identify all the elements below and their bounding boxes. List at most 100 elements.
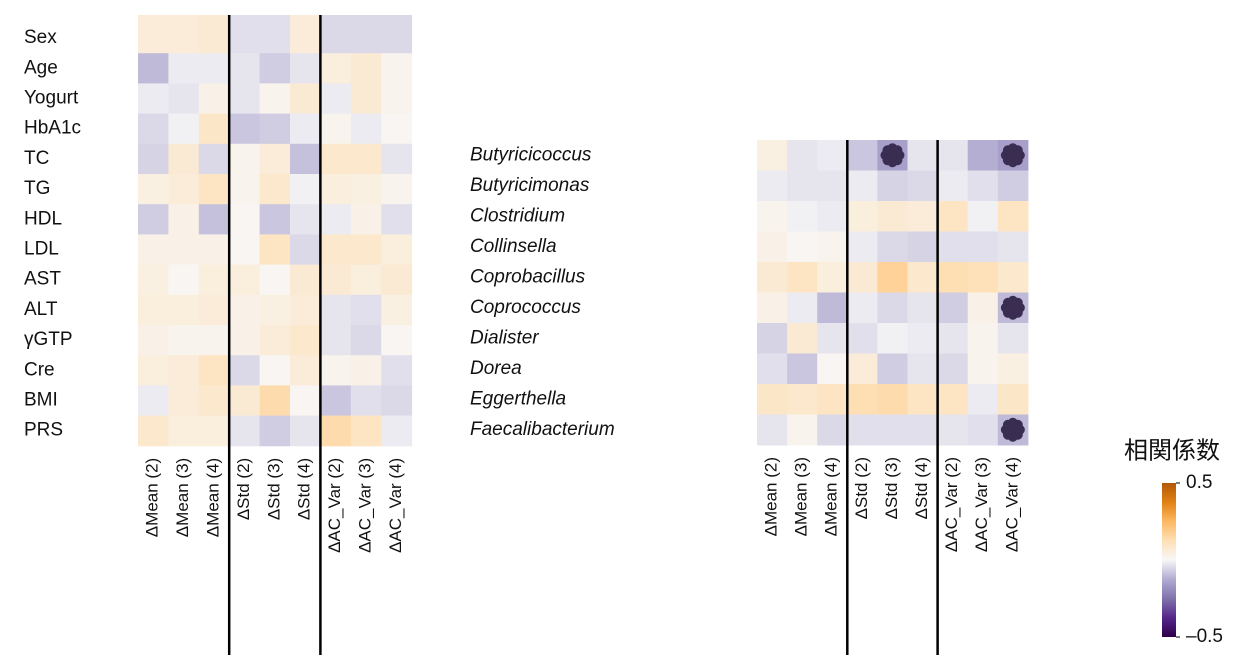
column-label: ΔAC_Var (2) xyxy=(325,458,344,553)
heatmap-cell xyxy=(259,234,291,266)
row-label: PRS xyxy=(24,420,63,441)
heatmap-cell xyxy=(259,385,291,417)
heatmap-cell xyxy=(997,201,1029,232)
heatmap-cell xyxy=(817,414,848,446)
heatmap-cell xyxy=(320,264,352,296)
column-label: ΔMean (3) xyxy=(173,458,192,537)
heatmap-cell xyxy=(967,262,999,293)
heatmap-cell xyxy=(138,15,169,54)
heatmap-cell xyxy=(381,15,413,54)
heatmap-cell xyxy=(198,113,230,145)
heatmap-cell xyxy=(937,292,969,324)
heatmap-cell xyxy=(229,204,261,235)
heatmap-cell xyxy=(320,53,352,84)
row-label: Clostridium xyxy=(470,205,565,226)
row-label: Butyricicoccus xyxy=(470,144,592,165)
heatmap-cell xyxy=(229,143,261,175)
heatmap-cell xyxy=(817,170,848,202)
heatmap-cell xyxy=(320,234,352,266)
heatmap-cell xyxy=(847,353,878,385)
row-label: Eggerthella xyxy=(470,388,566,409)
heatmap-cell xyxy=(967,384,999,415)
heatmap-cell xyxy=(198,234,230,266)
heatmap-cell xyxy=(907,353,939,385)
column-label: ΔStd (3) xyxy=(264,458,283,520)
heatmap-cell xyxy=(350,355,382,386)
heatmap-cell xyxy=(138,143,169,175)
row-label: LDL xyxy=(24,239,59,260)
heatmap-cell xyxy=(320,15,352,54)
heatmap-cell xyxy=(229,385,261,417)
heatmap-cell xyxy=(290,294,321,326)
heatmap-cell xyxy=(757,140,788,171)
row-label: Coprococcus xyxy=(470,297,581,318)
heatmap-cell xyxy=(937,140,969,171)
heatmap-cell xyxy=(787,170,818,202)
heatmap-cell xyxy=(320,143,352,175)
colorbar-tick-label: 0.5 xyxy=(1186,472,1212,493)
heatmap-cell xyxy=(381,355,413,386)
heatmap-cell xyxy=(320,355,352,386)
heatmap-cell xyxy=(229,174,261,205)
row-label: HDL xyxy=(24,208,62,229)
heatmap-cell xyxy=(290,234,321,266)
heatmap-cell xyxy=(817,353,848,385)
heatmap-cell xyxy=(907,201,939,232)
heatmap-cell xyxy=(138,53,169,84)
row-label: Faecalibacterium xyxy=(470,419,615,440)
column-label: ΔAC_Var (2) xyxy=(942,457,961,552)
heatmap-cell xyxy=(198,385,230,417)
heatmap-cell xyxy=(967,231,999,263)
heatmap-cell xyxy=(787,262,818,293)
column-label: ΔAC_Var (3) xyxy=(355,458,374,553)
column-label: ΔMean (4) xyxy=(822,457,841,536)
heatmap-cell xyxy=(320,174,352,205)
heatmap-cell xyxy=(997,323,1029,354)
heatmap-cell xyxy=(350,113,382,145)
row-label: Butyricimonas xyxy=(470,175,590,196)
heatmap-cell xyxy=(320,294,352,326)
row-label: Yogurt xyxy=(24,88,79,109)
heatmap-cell xyxy=(290,355,321,386)
column-label: ΔStd (2) xyxy=(852,457,871,519)
column-label: ΔAC_Var (4) xyxy=(386,458,405,553)
row-label: Coprobacillus xyxy=(470,266,586,287)
heatmap-cell xyxy=(907,231,939,263)
heatmap-cell xyxy=(138,325,169,356)
heatmap-cell xyxy=(168,294,200,326)
heatmap-cell xyxy=(787,201,818,232)
heatmap-cell xyxy=(937,231,969,263)
heatmap-cell xyxy=(168,143,200,175)
heatmap-cell xyxy=(259,174,291,205)
heatmap-cell xyxy=(847,384,878,415)
heatmap-cell xyxy=(381,143,413,175)
heatmap-cell xyxy=(967,414,999,446)
heatmap-cell xyxy=(168,325,200,356)
heatmap-cell xyxy=(967,353,999,385)
heatmap-cell xyxy=(259,415,291,447)
heatmap-cell xyxy=(350,143,382,175)
heatmap-cell xyxy=(907,140,939,171)
heatmap-cell xyxy=(290,415,321,447)
heatmap-cell xyxy=(198,15,230,54)
heatmap-cell xyxy=(138,264,169,296)
heatmap-cell xyxy=(967,170,999,202)
significance-marker xyxy=(1000,143,1025,168)
heatmap-cell xyxy=(259,113,291,145)
heatmap-cell xyxy=(757,384,788,415)
heatmap-cell xyxy=(847,140,878,171)
heatmap-cell xyxy=(138,113,169,145)
heatmap-cell xyxy=(259,294,291,326)
column-label: ΔMean (3) xyxy=(792,457,811,536)
heatmap-cell xyxy=(138,415,169,447)
significance-marker xyxy=(880,143,905,168)
marker-core xyxy=(884,147,901,164)
heatmap-cell xyxy=(877,170,908,202)
heatmap-cell xyxy=(877,414,908,446)
heatmap-cell xyxy=(229,294,261,326)
heatmap-cell xyxy=(757,231,788,263)
row-label: TG xyxy=(24,178,50,199)
heatmap-cell xyxy=(381,204,413,235)
column-label: ΔMean (2) xyxy=(762,457,781,536)
